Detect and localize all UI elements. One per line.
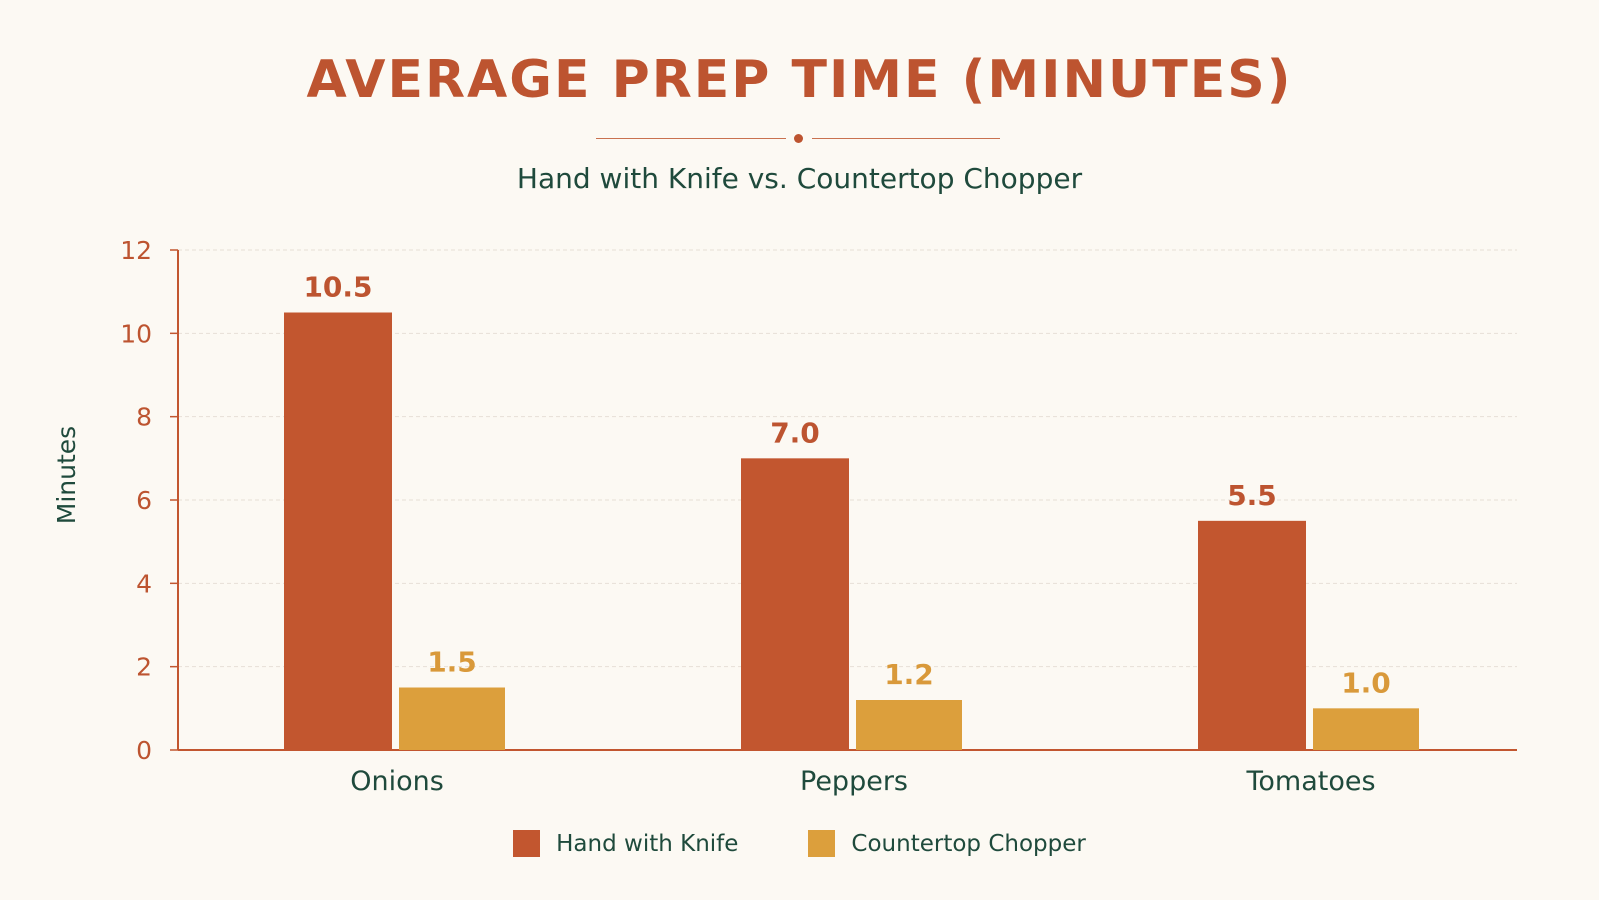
bar-hand-with-knife-onions bbox=[284, 312, 392, 750]
data-labels: 10.5 1.5 7.0 1.2 5.5 1.0 bbox=[303, 271, 1390, 700]
bar-countertop-chopper-tomatoes bbox=[1313, 708, 1419, 750]
data-label: 1.2 bbox=[884, 658, 934, 691]
bar-hand-with-knife-peppers bbox=[741, 458, 849, 750]
y-tick-label: 10 bbox=[120, 319, 152, 348]
legend: Hand with Knife Countertop Chopper bbox=[0, 830, 1599, 857]
chart-title: AVERAGE PREP TIME (MINUTES) bbox=[306, 50, 1293, 110]
legend-item-hand-with-knife: Hand with Knife bbox=[513, 830, 738, 857]
y-tick-label: 4 bbox=[136, 569, 152, 598]
y-axis-title: Minutes bbox=[52, 426, 81, 524]
data-label: 10.5 bbox=[303, 271, 372, 304]
data-label: 5.5 bbox=[1227, 479, 1277, 512]
x-tick-label: Onions bbox=[350, 766, 444, 797]
bars bbox=[284, 312, 1419, 750]
y-tick-label: 8 bbox=[136, 403, 152, 432]
chart-subtitle: Hand with Knife vs. Countertop Chopper bbox=[516, 162, 1083, 195]
y-tick-label: 2 bbox=[136, 653, 152, 682]
data-label: 1.5 bbox=[427, 646, 477, 679]
y-tick-label: 6 bbox=[136, 486, 152, 515]
legend-item-countertop-chopper: Countertop Chopper bbox=[808, 830, 1086, 857]
title-divider-right bbox=[812, 138, 1000, 139]
legend-swatch-hand-with-knife bbox=[513, 830, 541, 857]
bar-hand-with-knife-tomatoes bbox=[1198, 520, 1306, 750]
y-tick-label: 12 bbox=[120, 236, 152, 265]
data-label: 1.0 bbox=[1341, 666, 1391, 699]
x-tick-label: Peppers bbox=[800, 766, 908, 797]
y-tick-label: 0 bbox=[136, 736, 152, 765]
bar-countertop-chopper-onions bbox=[399, 687, 505, 750]
legend-label-hand-with-knife: Hand with Knife bbox=[556, 830, 739, 857]
data-label: 7.0 bbox=[770, 416, 820, 449]
bar-countertop-chopper-peppers bbox=[856, 700, 962, 750]
title-divider-dot bbox=[794, 134, 803, 143]
legend-swatch-countertop-chopper bbox=[808, 830, 836, 857]
title-divider-left bbox=[596, 138, 786, 139]
x-tick-label: Tomatoes bbox=[1245, 766, 1375, 797]
legend-label-countertop-chopper: Countertop Chopper bbox=[851, 830, 1086, 857]
